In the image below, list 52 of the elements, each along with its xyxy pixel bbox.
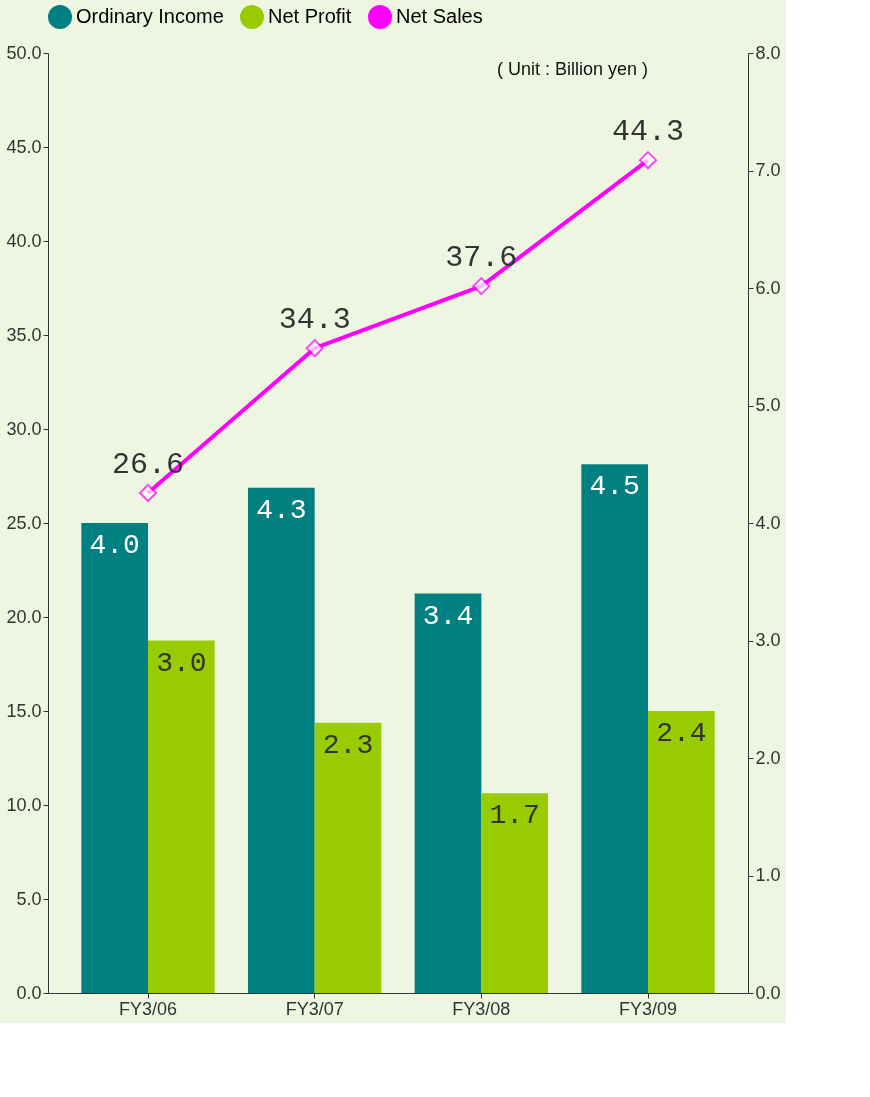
y2-tick-label: 8.0: [755, 42, 781, 63]
bar: [81, 523, 148, 993]
bar: [148, 640, 215, 993]
point: [138, 483, 158, 502]
y-tick-label: 45.0: [6, 136, 42, 157]
y-tick-label: 0.0: [16, 982, 42, 1003]
data-label: 3.4: [422, 600, 474, 632]
y2-tick-label: 5.0: [755, 395, 781, 415]
data-label: 1.7: [489, 800, 540, 832]
legend-label: Ordinary Income: [76, 5, 224, 27]
x-tick-label: FY3/09: [618, 998, 678, 1019]
annotation: ( Unit : Billion yen ): [496, 59, 648, 79]
data-label: 34.3: [278, 303, 351, 338]
data-label: 37.6: [445, 241, 518, 276]
bar: [648, 711, 715, 993]
y2-tick-label: 1.0: [755, 865, 781, 885]
y-tick-label: 30.0: [6, 418, 42, 439]
legend-label: Net Profit: [268, 5, 352, 27]
y2-tick-label: 7.0: [755, 160, 781, 180]
y-tick-label: 20.0: [6, 606, 42, 627]
bar: [248, 487, 315, 993]
data-label: 4.5: [589, 471, 640, 503]
y2-tick-label: 3.0: [755, 630, 781, 650]
data-label: 2.3: [322, 729, 374, 761]
data-label: 2.4: [656, 718, 707, 749]
point: [305, 339, 324, 358]
y-tick-label: 5.0: [16, 888, 42, 909]
y-tick-label: 15.0: [6, 700, 42, 721]
data-label: 4.0: [89, 530, 140, 561]
y-tick-label: 40.0: [6, 230, 42, 251]
data-label: 4.3: [256, 494, 307, 526]
bar: [414, 593, 482, 993]
data-label: 26.6: [111, 447, 185, 482]
point: [638, 151, 658, 170]
y2-tick-label: 6.0: [755, 277, 781, 298]
y2-tick-label: 0.0: [755, 982, 781, 1003]
y-tick-label: 50.0: [6, 42, 42, 63]
bar: [481, 793, 548, 993]
point: [472, 277, 491, 296]
bar: [314, 722, 382, 993]
y-tick-label: 25.0: [6, 512, 42, 533]
bar: [581, 464, 648, 993]
y2-tick-label: 4.0: [755, 512, 781, 533]
y-tick-label: 10.0: [6, 794, 42, 815]
legend-label: Net Sales: [396, 5, 483, 27]
y-tick-label: 35.0: [6, 324, 42, 345]
x-tick-label: FY3/08: [452, 998, 511, 1019]
data-label: 44.3: [611, 115, 685, 150]
x-tick-label: FY3/07: [285, 998, 344, 1019]
data-label: 3.0: [156, 647, 207, 679]
y2-tick-label: 2.0: [755, 747, 781, 768]
x-tick-label: FY3/06: [118, 998, 178, 1019]
